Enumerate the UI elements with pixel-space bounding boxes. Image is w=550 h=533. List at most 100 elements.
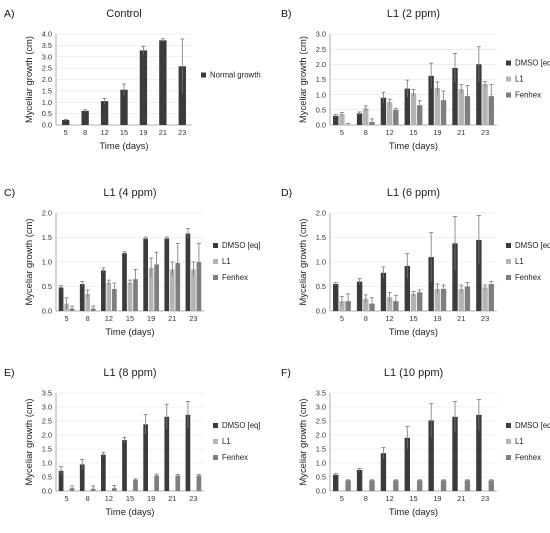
bar-dmso-12 [101,454,106,491]
x-tick-label: 15 [120,128,128,137]
x-tick-label: 23 [481,314,489,323]
x-axis-label: Time (days) [389,506,438,517]
y-axis-label: Myceliar growth (cm) [297,36,308,123]
bar-fenhex-19 [440,100,447,125]
bar-l1-19 [434,288,441,311]
legend-label: Fenhex [515,453,541,462]
y-tick-label: 1.0 [316,459,326,468]
bar-fenhex-21 [175,475,181,491]
legend-label: L1 [515,437,524,446]
bar-fenhex-23 [196,262,202,311]
legend-swatch [213,439,218,444]
bar-l1-21 [458,89,464,125]
bar-l1-8 [85,293,91,311]
panel-letter: F) [281,367,291,379]
bar-fenhex-21 [175,262,181,311]
x-tick-label: 12 [100,128,108,137]
x-tick-label: 5 [340,494,344,503]
legend-label: Fenhex [222,453,248,462]
y-tick-label: 0.0 [42,307,52,316]
x-tick-label: 5 [340,314,344,323]
y-tick-label: 0.5 [42,473,52,482]
bar-l1-23 [482,84,488,125]
bar-l1-15 [410,293,417,311]
legend-label: Fenhex [515,91,541,100]
bar-dmso-19 [428,420,434,491]
y-axis-label: Myceliar growth (cm) [297,399,308,486]
bar-fenhex-19 [440,288,447,311]
bar-dmso-21 [164,416,170,491]
legend-label: L1 [222,437,231,446]
x-tick-label: 8 [86,494,90,503]
legend-swatch [201,72,206,78]
bar-dmso-12 [101,270,106,311]
bar-normal-15 [120,89,128,125]
x-tick-label: 12 [386,494,394,503]
x-tick-label: 21 [457,494,465,503]
panel-letter: B) [281,8,292,20]
legend-swatch [213,455,218,460]
y-tick-label: 1.5 [42,233,52,242]
legend-swatch [506,275,511,280]
bar-dmso-5 [58,287,64,311]
bar-fenhex-12 [112,288,117,311]
y-tick-label: 1.0 [42,98,52,107]
x-tick-label: 8 [364,494,368,503]
bar-l1-19 [434,87,441,125]
y-tick-label: 1.5 [42,445,52,454]
y-tick-label: 2.0 [42,431,52,440]
y-tick-label: 3.5 [316,389,326,398]
y-axis-label: Myceliar growth (cm) [23,36,34,123]
bar-dmso-12 [380,272,387,311]
legend-swatch [506,423,511,428]
x-tick-label: 23 [481,494,489,503]
chart-panel-5: F) L1 (10 ppm) 0.0 0.5 1.0 1.5 2.0 2.5 3.0 3.5 5 8 1… [281,367,550,517]
chart-panel-4: E) L1 (8 ppm) 0.0 0.5 1.0 1.5 2.0 2.5 3.0 3.5 5 8 12… [4,367,261,517]
x-tick-label: 5 [65,314,69,323]
chart-title: Control [106,8,141,20]
x-tick-label: 8 [83,128,87,137]
y-tick-label: 2.0 [316,209,326,218]
chart-title: L1 (2 ppm) [387,8,440,20]
y-tick-label: 2.0 [316,60,326,69]
x-tick-label: 21 [457,314,465,323]
y-tick-label: 1.0 [42,258,52,267]
x-tick-label: 5 [340,128,344,137]
y-tick-label: 0.0 [42,487,52,496]
x-tick-label: 23 [481,128,489,137]
y-tick-label: 3.0 [42,403,52,412]
bar-dmso-15 [404,437,410,491]
bar-dmso-19 [143,424,148,491]
x-axis-label: Time (days) [389,140,438,151]
legend-swatch [213,423,218,428]
y-tick-label: 0.5 [316,282,326,291]
y-tick-label: 1.5 [316,445,326,454]
x-tick-label: 19 [147,314,155,323]
bar-dmso-15 [404,88,410,125]
y-tick-label: 3.0 [42,52,52,61]
panel-letter: C) [4,187,15,199]
y-tick-label: 3.0 [316,30,326,39]
x-tick-label: 21 [457,128,465,137]
x-tick-label: 15 [409,314,417,323]
bar-normal-23 [178,66,186,125]
legend-swatch [213,259,218,264]
x-axis-label: Time (days) [389,326,438,337]
legend-swatch [506,259,511,264]
legend-label: L1 [222,257,231,266]
bar-dmso-5 [333,115,339,125]
bar-dmso-19 [428,257,434,311]
bar-fenhex-19 [154,475,159,491]
bar-dmso-23 [476,414,482,491]
bar-dmso-21 [164,238,170,311]
legend-swatch [213,275,218,280]
y-tick-label: 2.5 [316,417,326,426]
panel-letter: D) [281,187,292,199]
bar-fenhex-15 [417,105,423,125]
chart-title: L1 (4 ppm) [103,187,156,199]
bar-l1-15 [127,282,133,311]
bar-l1-5 [339,114,345,125]
panel-letter: A) [4,8,15,20]
y-tick-label: 0.5 [316,105,326,114]
legend-swatch [506,92,511,98]
